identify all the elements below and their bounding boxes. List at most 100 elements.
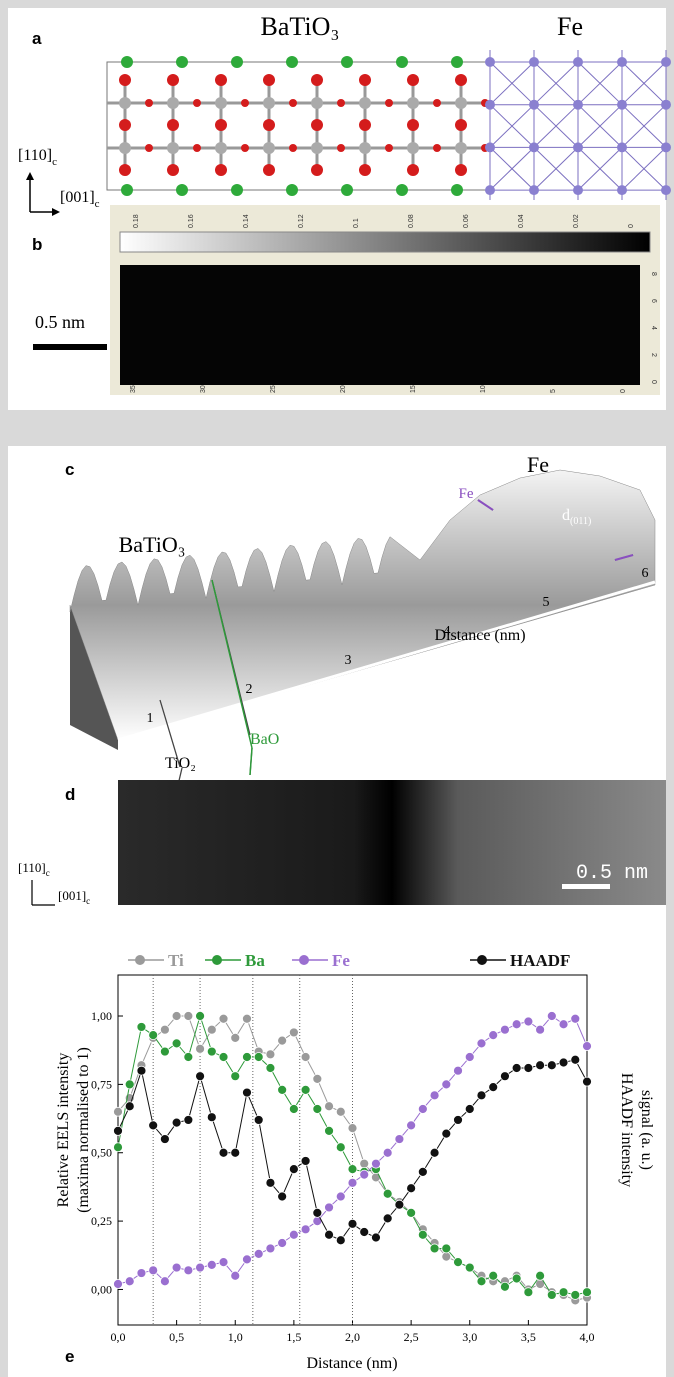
data-point <box>547 1012 556 1021</box>
fe-atom <box>661 100 671 110</box>
image-tick-label: 10 <box>480 385 487 393</box>
fe-atom <box>485 185 495 195</box>
data-point <box>301 1053 310 1062</box>
image-tick-label: 6 <box>650 299 657 303</box>
data-point <box>313 1208 322 1217</box>
data-point <box>125 1080 134 1089</box>
ti-atom <box>407 97 419 109</box>
o-atom <box>193 144 201 152</box>
scale-bar <box>33 344 107 350</box>
fe-atom <box>529 142 539 152</box>
o-atom <box>263 164 275 176</box>
image-tick-label: 20 <box>340 385 347 393</box>
o-atom <box>145 144 153 152</box>
data-point <box>160 1135 169 1144</box>
data-point <box>301 1225 310 1234</box>
data-point <box>242 1014 251 1023</box>
x-tick-label: 3,0 <box>462 1330 477 1344</box>
scale-bar-label: 0.5 nm <box>576 862 648 885</box>
data-point <box>219 1014 228 1023</box>
ba-atom <box>341 56 353 68</box>
o-atom <box>359 164 371 176</box>
data-point <box>137 1022 146 1031</box>
x-tick-label: 1,5 <box>286 1330 301 1344</box>
ti-atom <box>311 97 323 109</box>
data-point <box>559 1020 568 1029</box>
data-point <box>207 1025 216 1034</box>
o-atom <box>433 99 441 107</box>
data-point <box>325 1230 334 1239</box>
material-label: BaTiO₃ <box>261 12 340 41</box>
ba-atom <box>396 56 408 68</box>
data-point <box>348 1124 357 1133</box>
data-point <box>160 1277 169 1286</box>
data-point <box>430 1244 439 1253</box>
data-point <box>266 1244 275 1253</box>
o-atom <box>407 164 419 176</box>
distance-tick-label: 5 <box>543 595 550 610</box>
y-tick-label: 0,50 <box>91 1146 112 1160</box>
o-atom <box>263 74 275 86</box>
data-point <box>219 1053 228 1062</box>
material-label: BaTiO₃ <box>119 532 186 557</box>
data-point <box>454 1115 463 1124</box>
o-atom <box>215 74 227 86</box>
ti-atom <box>215 97 227 109</box>
data-point <box>477 1091 486 1100</box>
data-point <box>242 1255 251 1264</box>
data-point <box>278 1238 287 1247</box>
data-point <box>231 1072 240 1081</box>
data-point <box>500 1072 509 1081</box>
data-point <box>477 1039 486 1048</box>
colorbar-tick-label: 0.08 <box>408 214 415 228</box>
distance-tick-label: 3 <box>345 653 352 668</box>
y-tick-label: 0,25 <box>91 1214 112 1228</box>
data-point <box>500 1025 509 1034</box>
data-point <box>149 1266 158 1275</box>
ba-atom <box>396 184 408 196</box>
data-point <box>289 1104 298 1113</box>
data-point <box>301 1085 310 1094</box>
data-point <box>207 1113 216 1122</box>
o-atom <box>337 144 345 152</box>
data-point <box>254 1115 263 1124</box>
ti-atom <box>455 97 467 109</box>
data-point <box>395 1200 404 1209</box>
data-point <box>442 1244 451 1253</box>
panel-label: d <box>65 785 75 804</box>
o-atom <box>407 119 419 131</box>
data-point <box>196 1012 205 1021</box>
scale-bar <box>562 884 610 889</box>
data-point <box>289 1165 298 1174</box>
image-tick-label: 0 <box>620 389 627 393</box>
o-atom <box>119 74 131 86</box>
data-point <box>442 1252 451 1261</box>
scale-bar-label: 0.5 nm <box>35 312 85 332</box>
fe-atom <box>485 100 495 110</box>
data-point <box>289 1230 298 1239</box>
ba-atom <box>231 184 243 196</box>
material-label: Fe <box>527 452 549 477</box>
colorbar <box>120 232 650 252</box>
distance-tick-label: 1 <box>147 711 154 726</box>
o-atom <box>119 119 131 131</box>
ti-atom <box>119 97 131 109</box>
data-point <box>360 1228 369 1237</box>
fe-atom <box>573 57 583 67</box>
data-point <box>489 1031 498 1040</box>
data-point <box>348 1219 357 1228</box>
data-point <box>571 1290 580 1299</box>
ba-atom <box>286 184 298 196</box>
ti-atom <box>311 142 323 154</box>
data-point <box>407 1184 416 1193</box>
ti-atom <box>359 97 371 109</box>
ti-atom <box>263 142 275 154</box>
data-point <box>524 1063 533 1072</box>
data-point <box>418 1230 427 1239</box>
ti-atom <box>167 142 179 154</box>
data-point <box>207 1047 216 1056</box>
data-point <box>172 1039 181 1048</box>
o-atom <box>433 144 441 152</box>
colorbar-tick-label: 0.16 <box>188 214 195 228</box>
y2-axis-label: HAADF intensity <box>618 1073 635 1187</box>
